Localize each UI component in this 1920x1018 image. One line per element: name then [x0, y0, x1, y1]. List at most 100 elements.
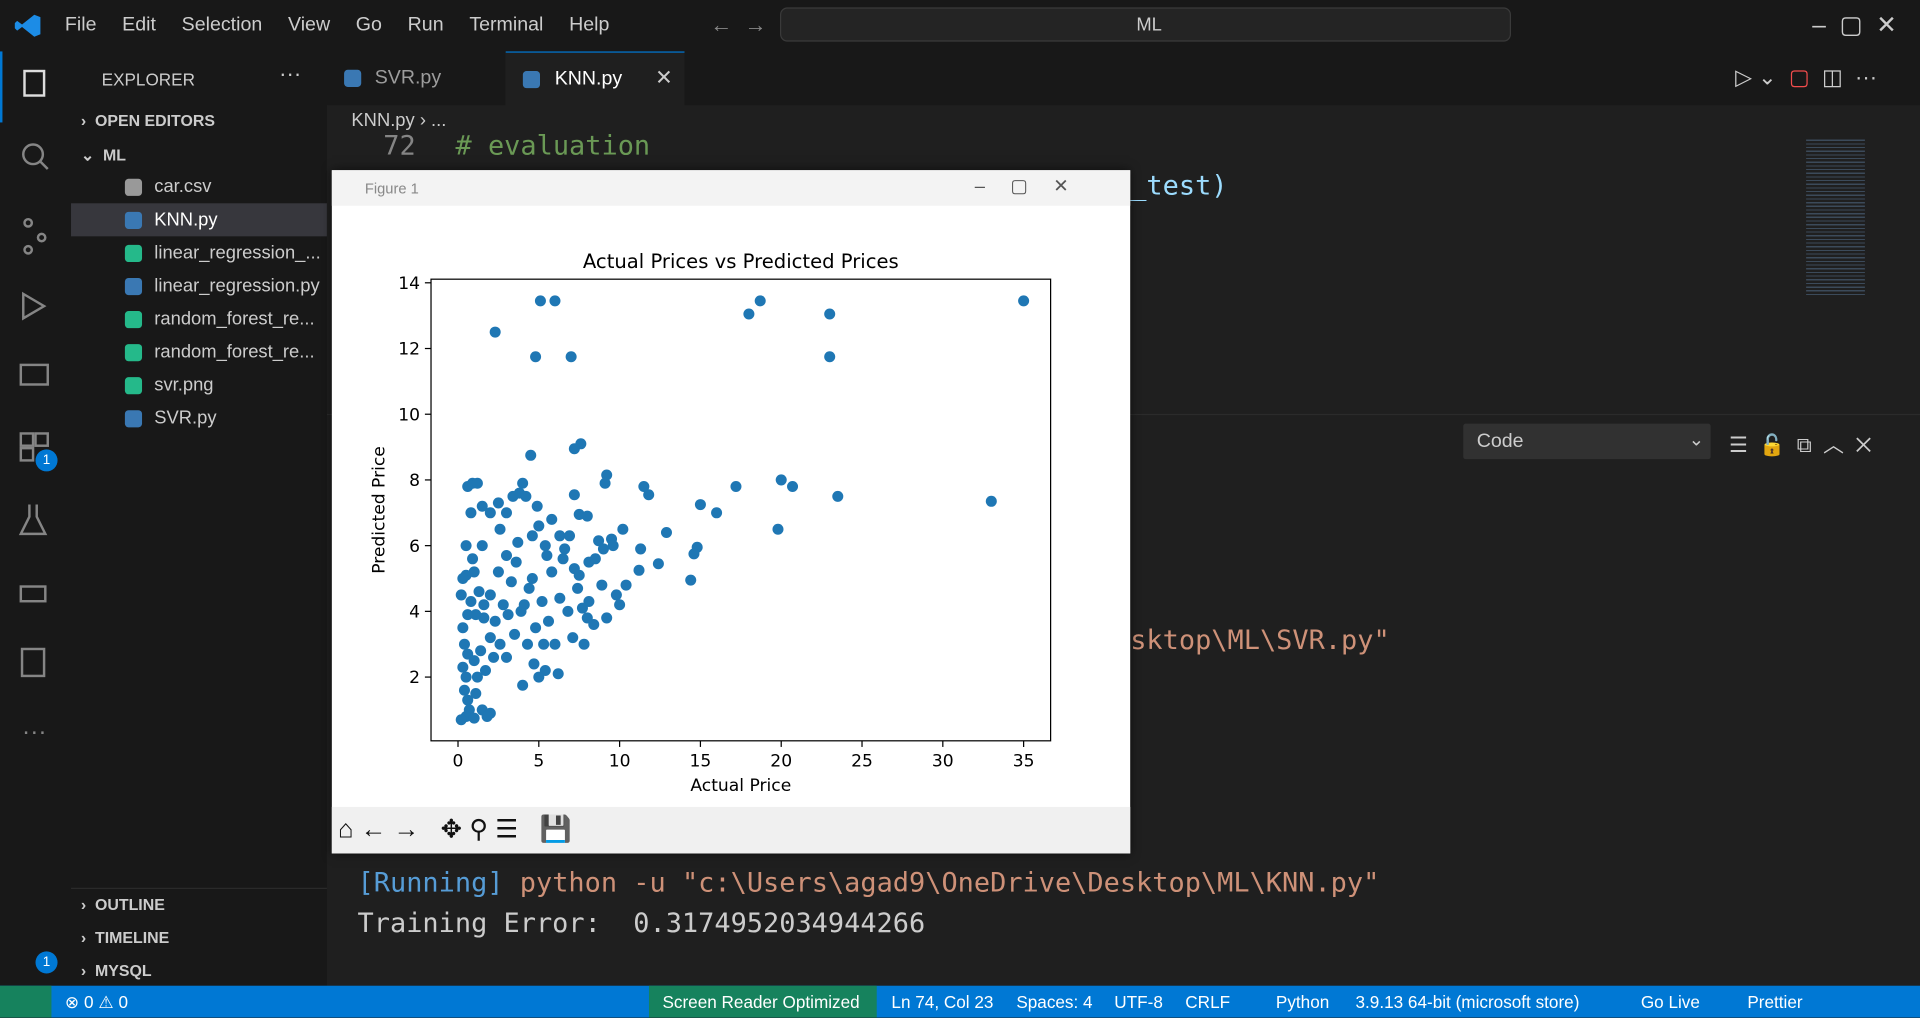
- y-tick-label: 6: [409, 537, 420, 557]
- scatter-point: [660, 526, 672, 539]
- status-errors[interactable]: ⊗ 0 ⚠ 0: [64, 991, 129, 1012]
- file-item[interactable]: SVR.py: [71, 402, 327, 435]
- file-icon: [124, 211, 143, 229]
- x-tick-label: 0: [453, 752, 464, 772]
- tab-label: SVR.py: [374, 67, 442, 89]
- minimap[interactable]: [1806, 137, 1865, 297]
- section-header[interactable]: › OUTLINE: [80, 895, 165, 914]
- editor-actions[interactable]: ▷ ⌄ ▢ ◫ ···: [1735, 64, 1878, 90]
- activity-bar: ··· 1 1: [0, 51, 72, 986]
- scatter-point: [581, 510, 593, 522]
- status-item[interactable]: UTF-8: [1114, 991, 1163, 1012]
- dropdown-label: Code: [1476, 431, 1524, 452]
- tab[interactable]: KNN.py ✕: [505, 51, 685, 107]
- file-item[interactable]: car.csv: [71, 170, 327, 203]
- scatter-point: [557, 553, 569, 565]
- menu-item[interactable]: File: [64, 14, 97, 36]
- scatter-point: [601, 469, 613, 481]
- tab[interactable]: SVR.py: [327, 51, 507, 106]
- scatter-point: [601, 612, 613, 624]
- scatter-point: [510, 556, 522, 568]
- file-icon: [124, 410, 143, 428]
- file-item[interactable]: random_forest_re...: [71, 336, 327, 369]
- file-item[interactable]: KNN.py: [71, 203, 327, 237]
- menu-item[interactable]: View: [287, 14, 331, 36]
- scatter-point: [824, 351, 836, 363]
- scatter-point: [518, 599, 530, 611]
- file-name: car.csv: [154, 176, 212, 198]
- command-center[interactable]: ML: [780, 7, 1512, 42]
- scatter-point: [554, 592, 566, 604]
- menu-item[interactable]: Run: [407, 14, 444, 36]
- scatter-point: [457, 661, 469, 673]
- status-bar: ⊗ 0 ⚠ 0 Screen Reader Optimized Ln 74, C…: [0, 985, 1920, 1018]
- figure-title: Figure 1: [364, 180, 419, 198]
- scatter-point: [534, 295, 546, 307]
- status-item[interactable]: Screen Reader Optimized: [662, 991, 860, 1012]
- status-item[interactable]: Spaces: 4: [1016, 991, 1093, 1012]
- scatter-point: [489, 615, 501, 627]
- menu-item[interactable]: Go: [355, 14, 382, 36]
- scatter-point: [462, 694, 474, 706]
- activity-icons[interactable]: [17, 66, 54, 752]
- output-dropdown[interactable]: Code ⌄: [1463, 423, 1711, 460]
- scatter-point: [542, 615, 555, 627]
- status-item[interactable]: Go Live: [1640, 991, 1700, 1012]
- status-item[interactable]: Python: [1275, 991, 1330, 1012]
- scatter-point: [568, 563, 580, 575]
- badge: 1: [35, 951, 58, 974]
- menu-item[interactable]: Help: [569, 14, 610, 36]
- scatter-point: [546, 513, 558, 525]
- section-header[interactable]: › TIMELINE: [80, 928, 170, 947]
- section-header[interactable]: ⌄ ML: [80, 145, 127, 165]
- file-name: random_forest_re...: [154, 308, 315, 330]
- scatter-point: [633, 564, 645, 576]
- scatter-point: [484, 589, 496, 601]
- file-icon: [124, 344, 143, 362]
- file-item[interactable]: random_forest_re...: [71, 302, 327, 335]
- scatter-point: [743, 308, 755, 320]
- scatter-point: [528, 658, 540, 670]
- window-controls[interactable]: – ▢ ✕: [1812, 12, 1897, 40]
- file-item[interactable]: svr.png: [71, 369, 327, 402]
- panel-actions[interactable]: ☰ 🔓 ⧉ ︿ ✕: [1728, 433, 1872, 457]
- file-item[interactable]: linear_regression.py: [71, 269, 327, 302]
- chart-title: Actual Prices vs Predicted Prices: [583, 250, 899, 273]
- status-item[interactable]: Prettier: [1747, 991, 1803, 1012]
- file-item[interactable]: linear_regression_...: [71, 236, 327, 269]
- y-tick-label: 8: [409, 471, 420, 491]
- code-comment: # evaluation: [455, 131, 651, 162]
- more-actions[interactable]: ···: [279, 61, 302, 86]
- tab-bar: SVR.py KNN.py ✕ ▷ ⌄ ▢ ◫ ···: [326, 51, 1920, 107]
- menu-item[interactable]: Edit: [122, 14, 156, 36]
- section-header[interactable]: › MYSQL: [80, 961, 152, 980]
- toolbar-buttons[interactable]: ⌂ ← → ✥ ⚲ ☰ 💾: [337, 815, 572, 844]
- line-number: 72: [383, 131, 416, 162]
- file-name: KNN.py: [154, 209, 218, 231]
- menu-item[interactable]: Terminal: [469, 14, 544, 36]
- scatter-point: [475, 645, 487, 657]
- status-item[interactable]: CRLF: [1185, 991, 1231, 1012]
- scatter-point: [526, 530, 538, 542]
- section-label: TIMELINE: [94, 928, 170, 947]
- scatter-point: [471, 477, 483, 489]
- section-header[interactable]: › OPEN EDITORS: [80, 111, 215, 130]
- scatter-point: [476, 540, 488, 552]
- scatter-point: [494, 638, 506, 650]
- badge: 1: [35, 449, 58, 472]
- status-item[interactable]: 3.9.13 64-bit (microsoft store): [1355, 991, 1580, 1012]
- breadcrumb[interactable]: KNN.py › ...: [351, 110, 447, 132]
- figure-controls[interactable]: – ▢ ✕: [974, 176, 1069, 198]
- nav-arrows[interactable]: ← →: [710, 12, 767, 37]
- status-item[interactable]: Ln 74, Col 23: [891, 991, 994, 1012]
- terminal-command: python -u "c:\Users\agad9\OneDrive\Deskt…: [519, 868, 1380, 899]
- terminal-line: Training Error: 0.3174952034944266: [357, 908, 926, 940]
- scatter-point: [492, 566, 504, 578]
- menu-item[interactable]: Selection: [181, 14, 263, 36]
- scatter-point: [617, 523, 629, 535]
- scatter-point: [526, 572, 538, 585]
- more-icon[interactable]: ···: [22, 718, 47, 746]
- scatter-point: [468, 712, 480, 724]
- scatter-point: [521, 638, 534, 650]
